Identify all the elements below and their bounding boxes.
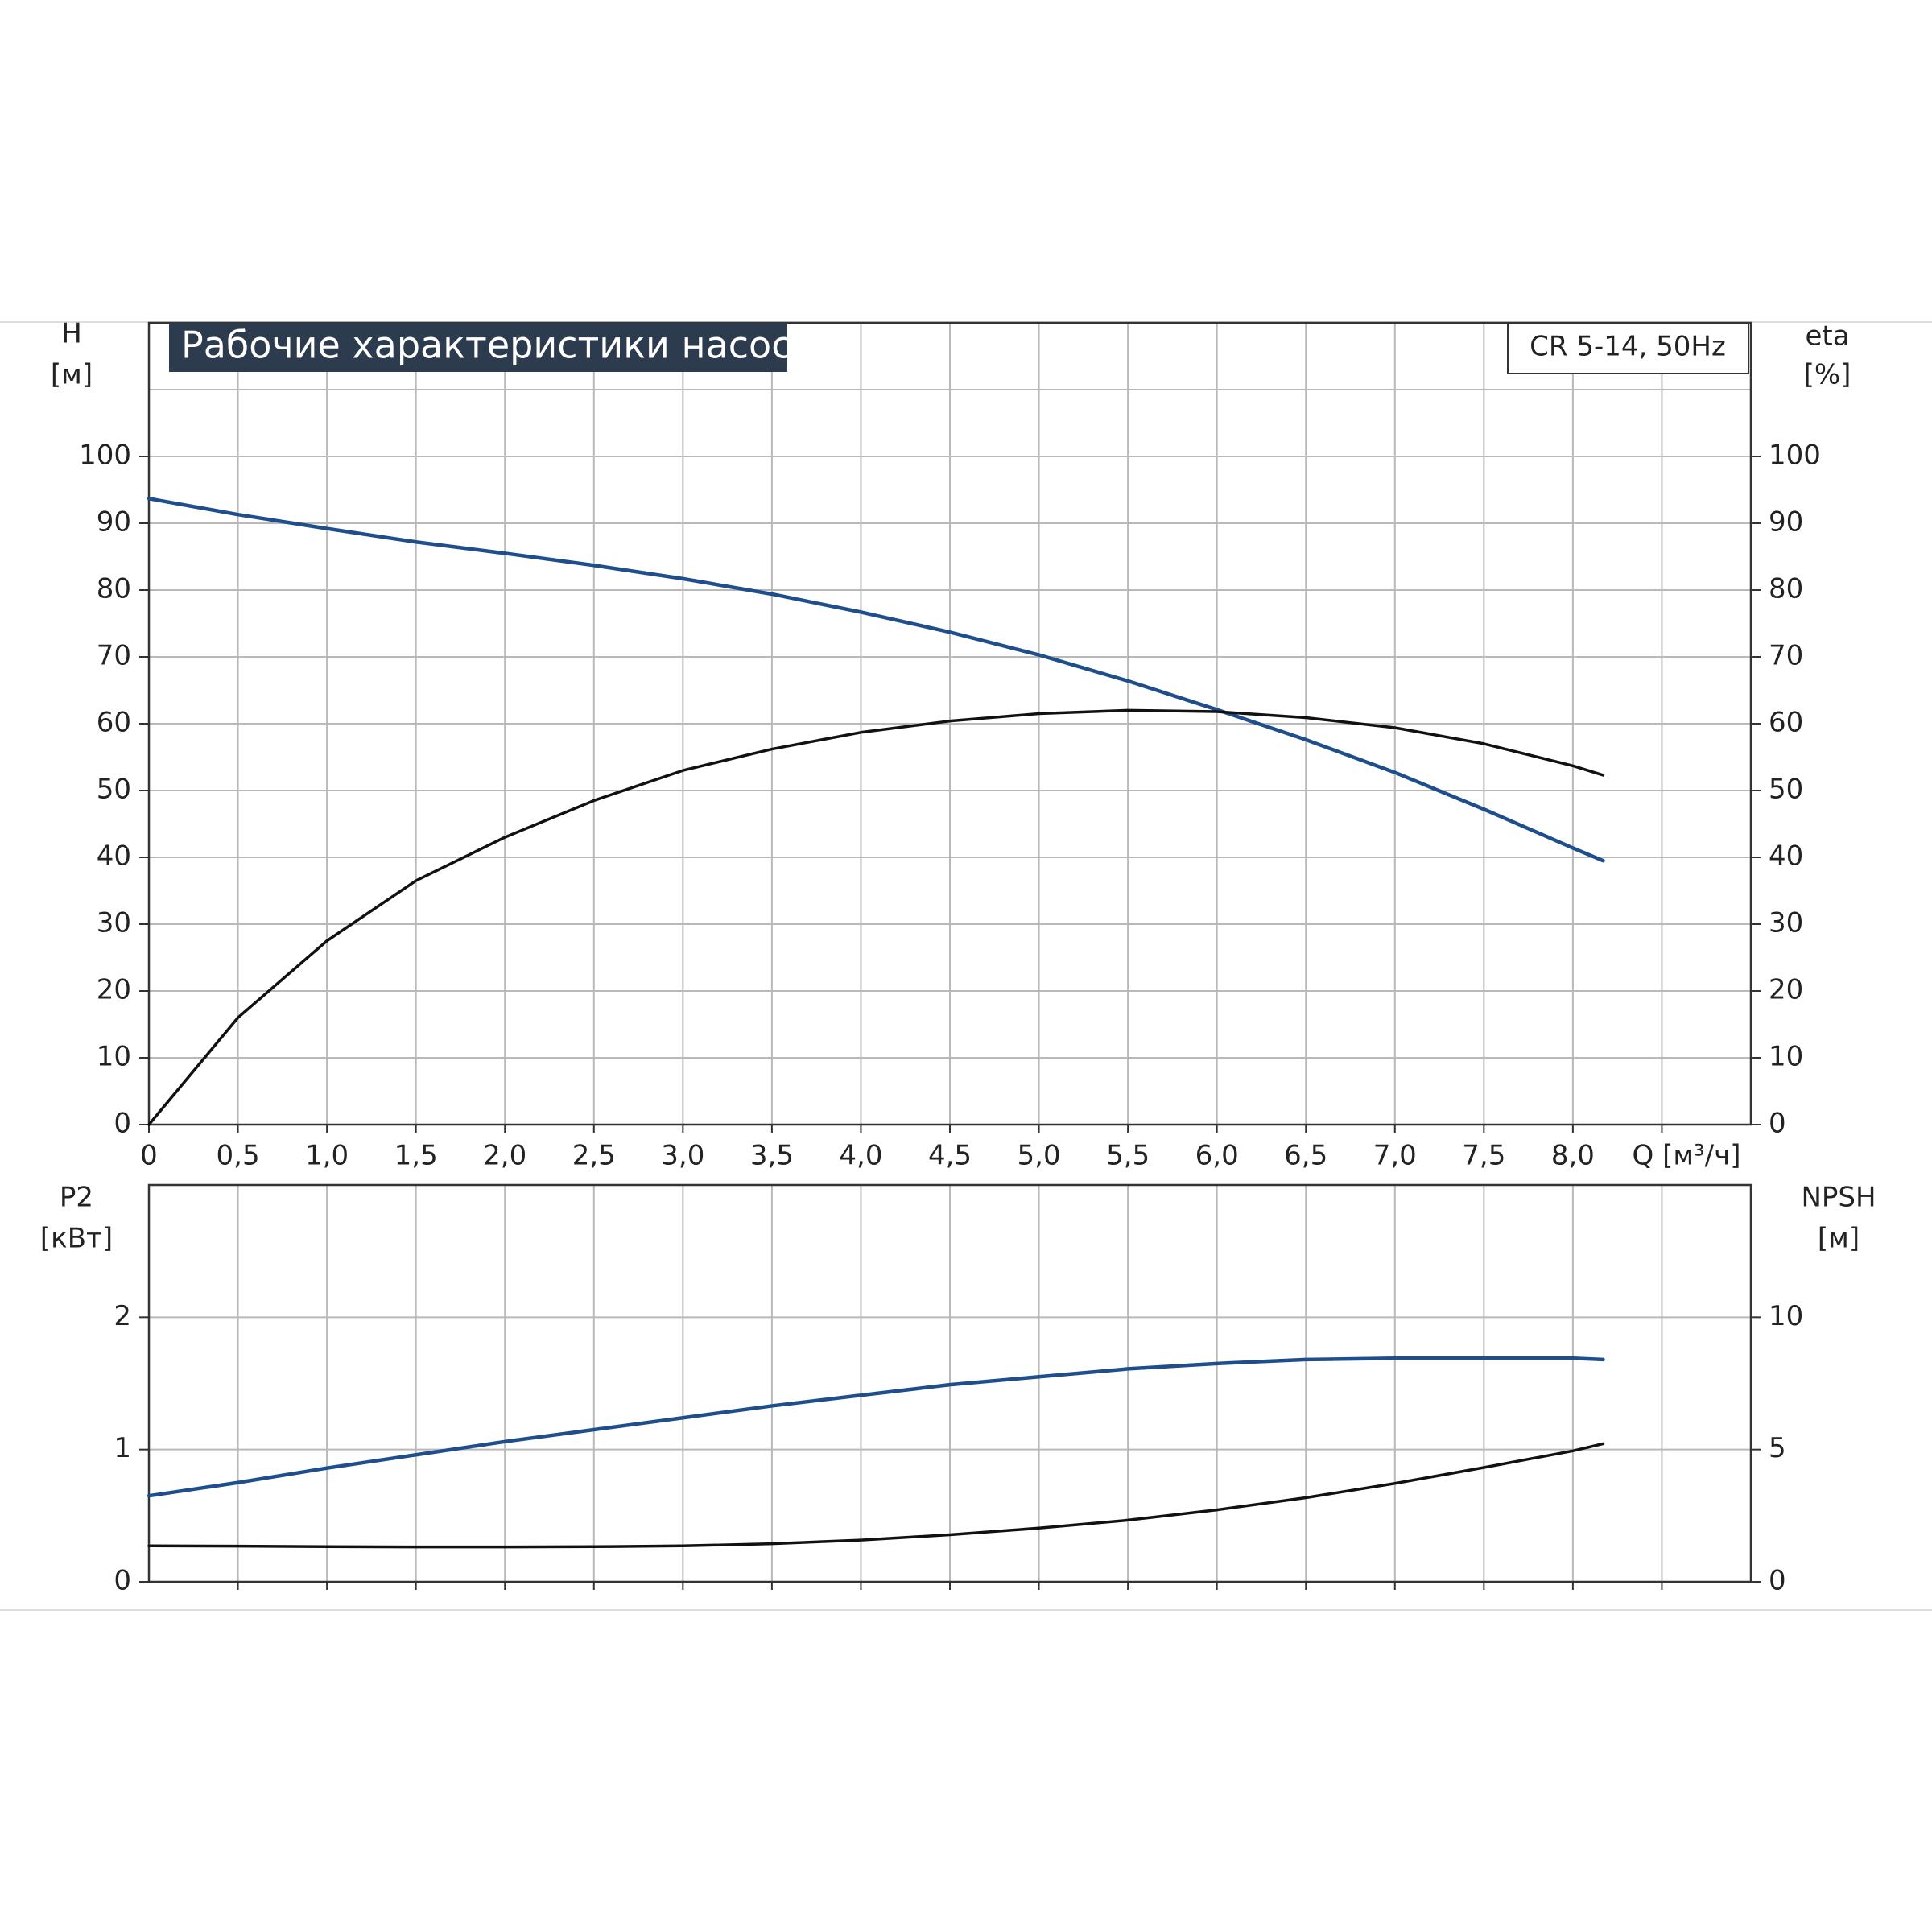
y-tick-label: 2 bbox=[114, 1300, 131, 1332]
series-line bbox=[147, 708, 1605, 1126]
y-tick-label: 0 bbox=[114, 1565, 131, 1597]
x-axis-label: Q [м³/ч] bbox=[1633, 1140, 1741, 1172]
x-tick-label: 4,0 bbox=[839, 1140, 882, 1172]
x-tick-label: 3,5 bbox=[750, 1140, 794, 1172]
y2-tick-label: 90 bbox=[1769, 506, 1803, 539]
x-tick-label: 6,0 bbox=[1195, 1140, 1239, 1172]
y-axis-label: P2 bbox=[60, 1182, 93, 1214]
x-tick-label: 5,0 bbox=[1018, 1140, 1061, 1172]
y-tick-label: 20 bbox=[97, 974, 131, 1006]
series-line bbox=[147, 1442, 1605, 1549]
y-tick-label: 10 bbox=[97, 1041, 131, 1073]
series-line bbox=[147, 497, 1605, 863]
y2-axis-unit: [м] bbox=[1818, 1223, 1860, 1255]
y2-tick-label: 0 bbox=[1769, 1108, 1786, 1140]
y-tick-label: 80 bbox=[97, 573, 131, 605]
y2-axis-label: NPSH bbox=[1801, 1182, 1876, 1214]
y-tick-label: 50 bbox=[97, 774, 131, 806]
x-tick-label: 4,5 bbox=[928, 1140, 972, 1172]
x-tick-label: 1,5 bbox=[394, 1140, 438, 1172]
y-axis-unit: [м] bbox=[51, 359, 93, 391]
y2-tick-label: 70 bbox=[1769, 640, 1803, 672]
y-tick-label: 40 bbox=[97, 840, 131, 873]
y2-tick-label: 30 bbox=[1769, 907, 1803, 939]
x-tick-label: 7,5 bbox=[1462, 1140, 1505, 1172]
y2-tick-label: 5 bbox=[1769, 1432, 1786, 1464]
y2-tick-label: 40 bbox=[1769, 840, 1803, 873]
y-tick-label: 0 bbox=[114, 1108, 131, 1140]
x-tick-label: 3,0 bbox=[661, 1140, 704, 1172]
x-tick-label: 2,0 bbox=[483, 1140, 526, 1172]
chart-title: Рабочие характеристики насоса bbox=[181, 324, 815, 367]
series-line bbox=[147, 1356, 1605, 1498]
x-tick-label: 6,5 bbox=[1284, 1140, 1327, 1172]
y2-tick-label: 20 bbox=[1769, 974, 1803, 1006]
y-tick-label: 70 bbox=[97, 640, 131, 672]
x-tick-label: 1,0 bbox=[305, 1140, 349, 1172]
y-tick-label: 1 bbox=[114, 1432, 131, 1464]
x-tick-label: 7,0 bbox=[1373, 1140, 1417, 1172]
y-tick-label: 60 bbox=[97, 707, 131, 739]
x-tick-label: 2,5 bbox=[572, 1140, 616, 1172]
title-box bbox=[169, 323, 787, 372]
plot-frame bbox=[147, 1183, 1752, 1583]
y2-tick-label: 0 bbox=[1769, 1565, 1786, 1597]
y-axis-label: H bbox=[61, 318, 82, 350]
y2-tick-label: 80 bbox=[1769, 573, 1803, 605]
y2-axis-unit: [%] bbox=[1804, 359, 1852, 391]
y2-tick-label: 10 bbox=[1769, 1041, 1803, 1073]
x-tick-label: 8,0 bbox=[1551, 1140, 1595, 1172]
y2-tick-label: 100 bbox=[1769, 440, 1821, 472]
y-tick-label: 90 bbox=[97, 506, 131, 539]
x-tick-label: 5,5 bbox=[1106, 1140, 1150, 1172]
y2-axis-label: eta bbox=[1805, 320, 1849, 353]
annotation-box bbox=[1507, 322, 1749, 374]
y2-tick-label: 10 bbox=[1769, 1300, 1803, 1332]
y-axis-unit: [кВт] bbox=[40, 1223, 113, 1255]
y-tick-label: 30 bbox=[97, 907, 131, 939]
annotation: CR 5-14, 50Hz bbox=[1530, 331, 1726, 363]
plot-frame bbox=[147, 321, 1752, 1126]
x-tick-label: 0 bbox=[140, 1140, 158, 1172]
y2-tick-label: 50 bbox=[1769, 774, 1803, 806]
y-tick-label: 100 bbox=[79, 440, 131, 472]
x-tick-label: 0,5 bbox=[217, 1140, 260, 1172]
y2-tick-label: 60 bbox=[1769, 707, 1803, 739]
